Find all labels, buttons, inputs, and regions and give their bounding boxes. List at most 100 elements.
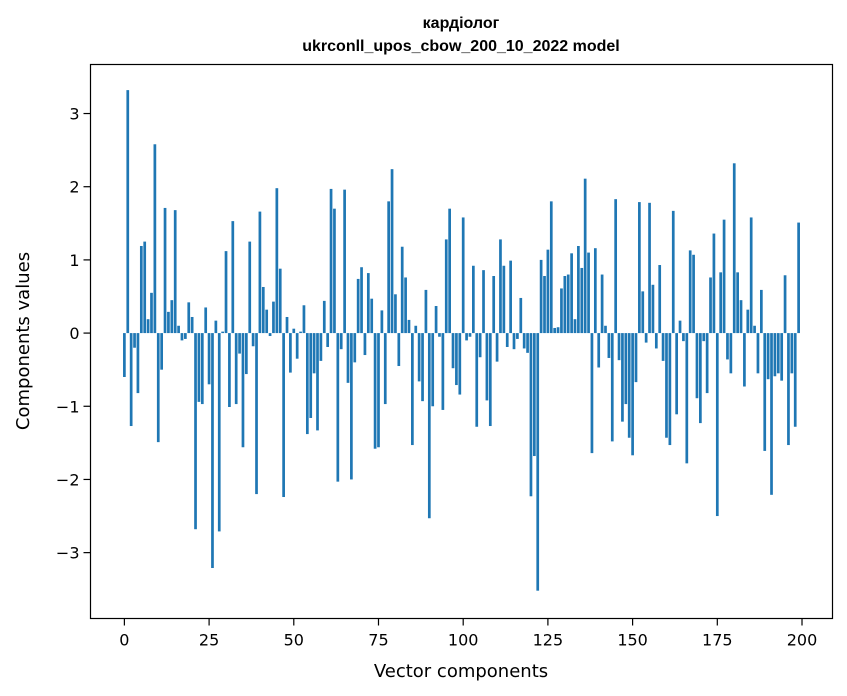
bar-22 bbox=[197, 333, 201, 402]
bar-199 bbox=[797, 222, 800, 334]
bar-42 bbox=[265, 309, 269, 334]
bar-3 bbox=[133, 333, 136, 348]
bar-193 bbox=[776, 333, 780, 374]
bar-32 bbox=[231, 221, 235, 334]
bar-152 bbox=[638, 202, 641, 334]
bar-77 bbox=[383, 333, 387, 405]
bar-52 bbox=[299, 331, 302, 334]
bar-158 bbox=[658, 265, 662, 334]
bar-69 bbox=[356, 278, 360, 334]
bar-53 bbox=[302, 305, 306, 334]
bar-178 bbox=[726, 333, 729, 360]
bar-7 bbox=[146, 319, 150, 334]
x-tick-label-100: 100 bbox=[448, 631, 479, 650]
bar-106 bbox=[482, 270, 485, 334]
bar-65 bbox=[343, 189, 346, 334]
bar-157 bbox=[654, 333, 658, 349]
bar-118 bbox=[522, 333, 526, 349]
bar-57 bbox=[316, 333, 319, 431]
bar-13 bbox=[167, 311, 170, 334]
bar-59 bbox=[322, 300, 326, 334]
bar-160 bbox=[665, 333, 668, 438]
bar-5 bbox=[139, 245, 143, 334]
bar-28 bbox=[217, 333, 221, 532]
bars-group bbox=[123, 90, 800, 591]
x-tick-label-200: 200 bbox=[787, 631, 818, 650]
bar-50 bbox=[292, 328, 296, 334]
bar-192 bbox=[773, 333, 777, 377]
bar-195 bbox=[783, 275, 787, 334]
bar-11 bbox=[160, 333, 164, 370]
x-tick-label-150: 150 bbox=[617, 631, 648, 650]
bar-154 bbox=[644, 333, 648, 343]
bar-164 bbox=[678, 320, 682, 334]
bar-145 bbox=[614, 199, 618, 334]
y-axis-ticks: −3 −2 −1 0 1 2 3 bbox=[56, 105, 91, 563]
bar-198 bbox=[793, 333, 797, 427]
bar-133 bbox=[573, 319, 577, 334]
bar-108 bbox=[488, 333, 492, 427]
bar-163 bbox=[675, 333, 679, 415]
bar-44 bbox=[272, 301, 275, 334]
bar-48 bbox=[285, 316, 289, 334]
bar-8 bbox=[150, 292, 153, 334]
y-tick-label-3: 3 bbox=[69, 105, 79, 124]
bar-100 bbox=[461, 217, 465, 334]
bar-79 bbox=[390, 169, 394, 334]
bar-132 bbox=[570, 253, 573, 334]
bar-173 bbox=[709, 277, 712, 334]
bar-39 bbox=[255, 333, 258, 495]
bar-120 bbox=[529, 333, 533, 497]
x-tick-label-125: 125 bbox=[533, 631, 564, 650]
bar-18 bbox=[184, 333, 187, 339]
bar-81 bbox=[397, 333, 401, 367]
bar-51 bbox=[295, 333, 299, 359]
x-axis-ticks: 0 25 50 75 100 125 150 175 200 bbox=[119, 618, 818, 650]
bar-84 bbox=[407, 319, 411, 334]
bar-189 bbox=[763, 333, 767, 451]
plot-area-frame bbox=[89, 63, 834, 620]
x-tick-label-75: 75 bbox=[368, 631, 388, 650]
bar-101 bbox=[465, 333, 468, 341]
bar-115 bbox=[512, 333, 516, 350]
bar-169 bbox=[695, 333, 699, 399]
bar-175 bbox=[715, 333, 719, 517]
bar-47 bbox=[282, 333, 285, 498]
bar-184 bbox=[746, 309, 750, 334]
bar-194 bbox=[780, 333, 784, 381]
bar-177 bbox=[722, 219, 726, 334]
bar-85 bbox=[411, 333, 414, 446]
bar-197 bbox=[790, 333, 794, 374]
bar-25 bbox=[207, 333, 211, 385]
y-tick-label-2: 2 bbox=[69, 178, 79, 197]
bar-80 bbox=[394, 294, 397, 334]
bar-185 bbox=[749, 217, 753, 334]
bar-142 bbox=[604, 325, 607, 334]
bar-128 bbox=[556, 327, 560, 334]
x-tick-label-25: 25 bbox=[199, 631, 219, 650]
bar-71 bbox=[363, 333, 367, 356]
bar-187 bbox=[756, 333, 760, 374]
bar-31 bbox=[228, 333, 231, 407]
bar-180 bbox=[732, 163, 736, 334]
x-tick-label-175: 175 bbox=[702, 631, 733, 650]
bar-129 bbox=[560, 288, 563, 334]
bar-20 bbox=[190, 316, 194, 334]
bar-149 bbox=[627, 333, 631, 438]
bar-1 bbox=[126, 90, 130, 334]
bar-98 bbox=[455, 333, 458, 386]
bar-26 bbox=[211, 333, 214, 569]
bar-114 bbox=[509, 260, 512, 334]
bar-105 bbox=[478, 333, 482, 358]
bar-110 bbox=[495, 333, 499, 362]
bar-19 bbox=[187, 302, 191, 334]
bar-119 bbox=[526, 333, 529, 353]
bar-188 bbox=[759, 289, 763, 334]
bar-21 bbox=[194, 333, 197, 530]
bar-2 bbox=[129, 333, 133, 427]
bar-183 bbox=[743, 333, 746, 387]
bar-131 bbox=[566, 274, 570, 334]
bar-127 bbox=[553, 327, 557, 334]
bar-181 bbox=[736, 272, 739, 334]
bar-190 bbox=[766, 333, 770, 380]
